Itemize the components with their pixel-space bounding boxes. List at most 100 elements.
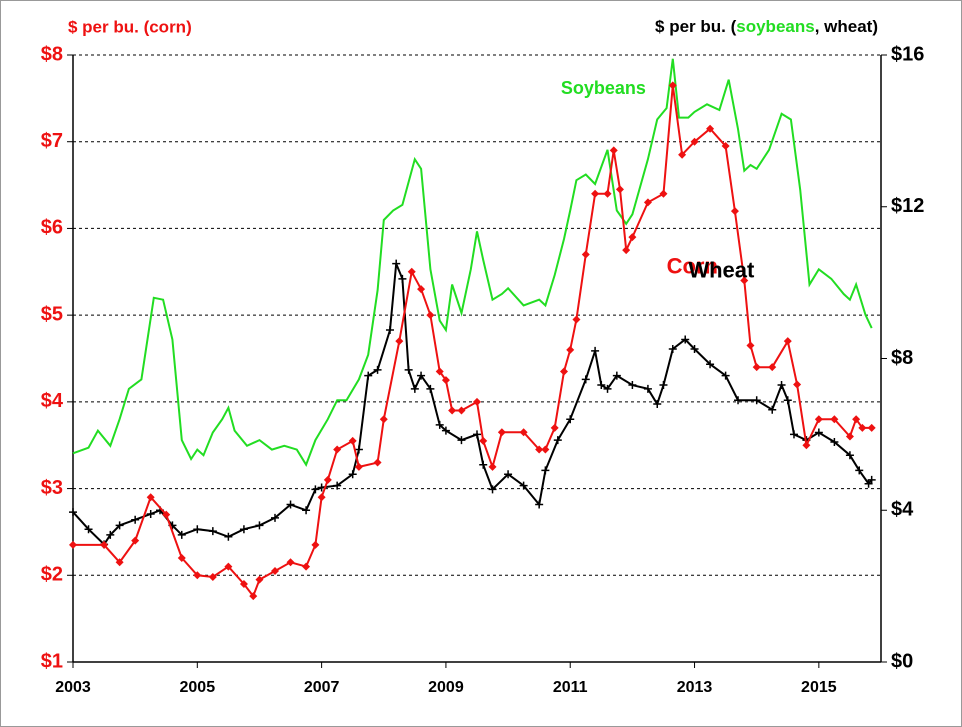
marker bbox=[162, 510, 171, 519]
marker bbox=[479, 460, 488, 469]
marker bbox=[830, 415, 839, 424]
x-tick-label: 2007 bbox=[304, 679, 340, 696]
marker bbox=[814, 415, 823, 424]
marker bbox=[249, 592, 258, 601]
marker bbox=[581, 375, 590, 384]
y-tick-label: $8 bbox=[41, 43, 63, 65]
marker bbox=[488, 485, 497, 494]
marker bbox=[323, 475, 332, 484]
y2-label-part: soybeans bbox=[736, 17, 814, 36]
marker bbox=[224, 562, 233, 571]
marker bbox=[115, 558, 124, 567]
marker bbox=[566, 345, 575, 354]
x-tick-label: 2005 bbox=[180, 679, 216, 696]
marker bbox=[603, 384, 612, 393]
marker bbox=[740, 276, 749, 285]
marker bbox=[224, 532, 233, 541]
marker bbox=[302, 562, 311, 571]
y-axis-label: $ per bu. (corn) bbox=[68, 17, 192, 36]
marker bbox=[426, 311, 435, 320]
marker bbox=[768, 405, 777, 414]
marker bbox=[239, 579, 248, 588]
marker bbox=[535, 500, 544, 509]
marker bbox=[802, 441, 811, 450]
y-tick-label: $7 bbox=[41, 130, 63, 152]
marker bbox=[379, 415, 388, 424]
marker bbox=[473, 397, 481, 406]
marker bbox=[286, 558, 295, 567]
marker bbox=[668, 81, 677, 90]
marker bbox=[106, 530, 115, 539]
y2-tick-label: $0 bbox=[891, 650, 913, 672]
marker bbox=[100, 540, 109, 549]
marker bbox=[426, 384, 435, 393]
y2-label-part: $ per bu. ( bbox=[655, 17, 737, 36]
y2-tick-label: $12 bbox=[891, 195, 924, 217]
marker bbox=[417, 285, 426, 294]
marker bbox=[457, 406, 466, 415]
marker bbox=[553, 436, 562, 445]
marker bbox=[668, 345, 677, 354]
marker bbox=[177, 530, 186, 539]
annotation: Corn bbox=[667, 253, 718, 278]
marker bbox=[659, 189, 668, 198]
marker bbox=[131, 515, 140, 524]
marker bbox=[783, 396, 792, 405]
x-tick-label: 2003 bbox=[55, 679, 91, 696]
marker bbox=[364, 371, 373, 380]
marker bbox=[385, 326, 394, 335]
marker bbox=[783, 337, 792, 346]
marker bbox=[311, 485, 320, 494]
marker bbox=[193, 571, 202, 580]
marker bbox=[311, 540, 320, 549]
series-line bbox=[72, 58, 873, 467]
marker bbox=[609, 146, 618, 155]
marker bbox=[354, 445, 363, 454]
marker bbox=[777, 381, 786, 390]
marker bbox=[653, 400, 662, 409]
marker bbox=[488, 462, 497, 471]
marker bbox=[410, 384, 419, 393]
y-tick-label: $6 bbox=[41, 217, 63, 239]
y-tick-label: $2 bbox=[41, 564, 63, 586]
marker bbox=[333, 445, 342, 454]
marker bbox=[404, 365, 413, 374]
marker bbox=[541, 466, 550, 475]
marker bbox=[681, 335, 690, 344]
marker bbox=[535, 445, 544, 454]
marker bbox=[333, 481, 342, 490]
marker bbox=[448, 406, 457, 415]
marker bbox=[752, 363, 761, 372]
marker bbox=[721, 371, 730, 380]
y-tick-label: $3 bbox=[41, 477, 63, 499]
marker bbox=[581, 250, 590, 259]
marker bbox=[793, 380, 802, 389]
marker bbox=[146, 493, 155, 502]
marker bbox=[746, 341, 755, 350]
marker bbox=[628, 233, 637, 242]
marker bbox=[435, 367, 444, 376]
marker bbox=[457, 436, 466, 445]
marker bbox=[255, 575, 264, 584]
y-tick-label: $5 bbox=[41, 303, 63, 325]
marker bbox=[271, 513, 279, 522]
marker bbox=[591, 189, 600, 198]
marker bbox=[628, 381, 637, 390]
marker bbox=[131, 536, 140, 545]
marker bbox=[830, 437, 839, 446]
marker bbox=[706, 360, 715, 369]
marker bbox=[373, 365, 382, 374]
marker bbox=[407, 267, 416, 276]
marker bbox=[845, 451, 854, 460]
marker bbox=[612, 371, 621, 380]
marker bbox=[721, 142, 730, 151]
marker bbox=[678, 150, 687, 159]
marker bbox=[193, 525, 202, 534]
marker bbox=[690, 137, 699, 146]
y2-tick-label: $8 bbox=[891, 347, 913, 369]
marker bbox=[255, 521, 264, 530]
marker bbox=[867, 423, 876, 432]
marker bbox=[566, 415, 575, 424]
marker bbox=[497, 428, 506, 437]
marker bbox=[752, 396, 761, 405]
